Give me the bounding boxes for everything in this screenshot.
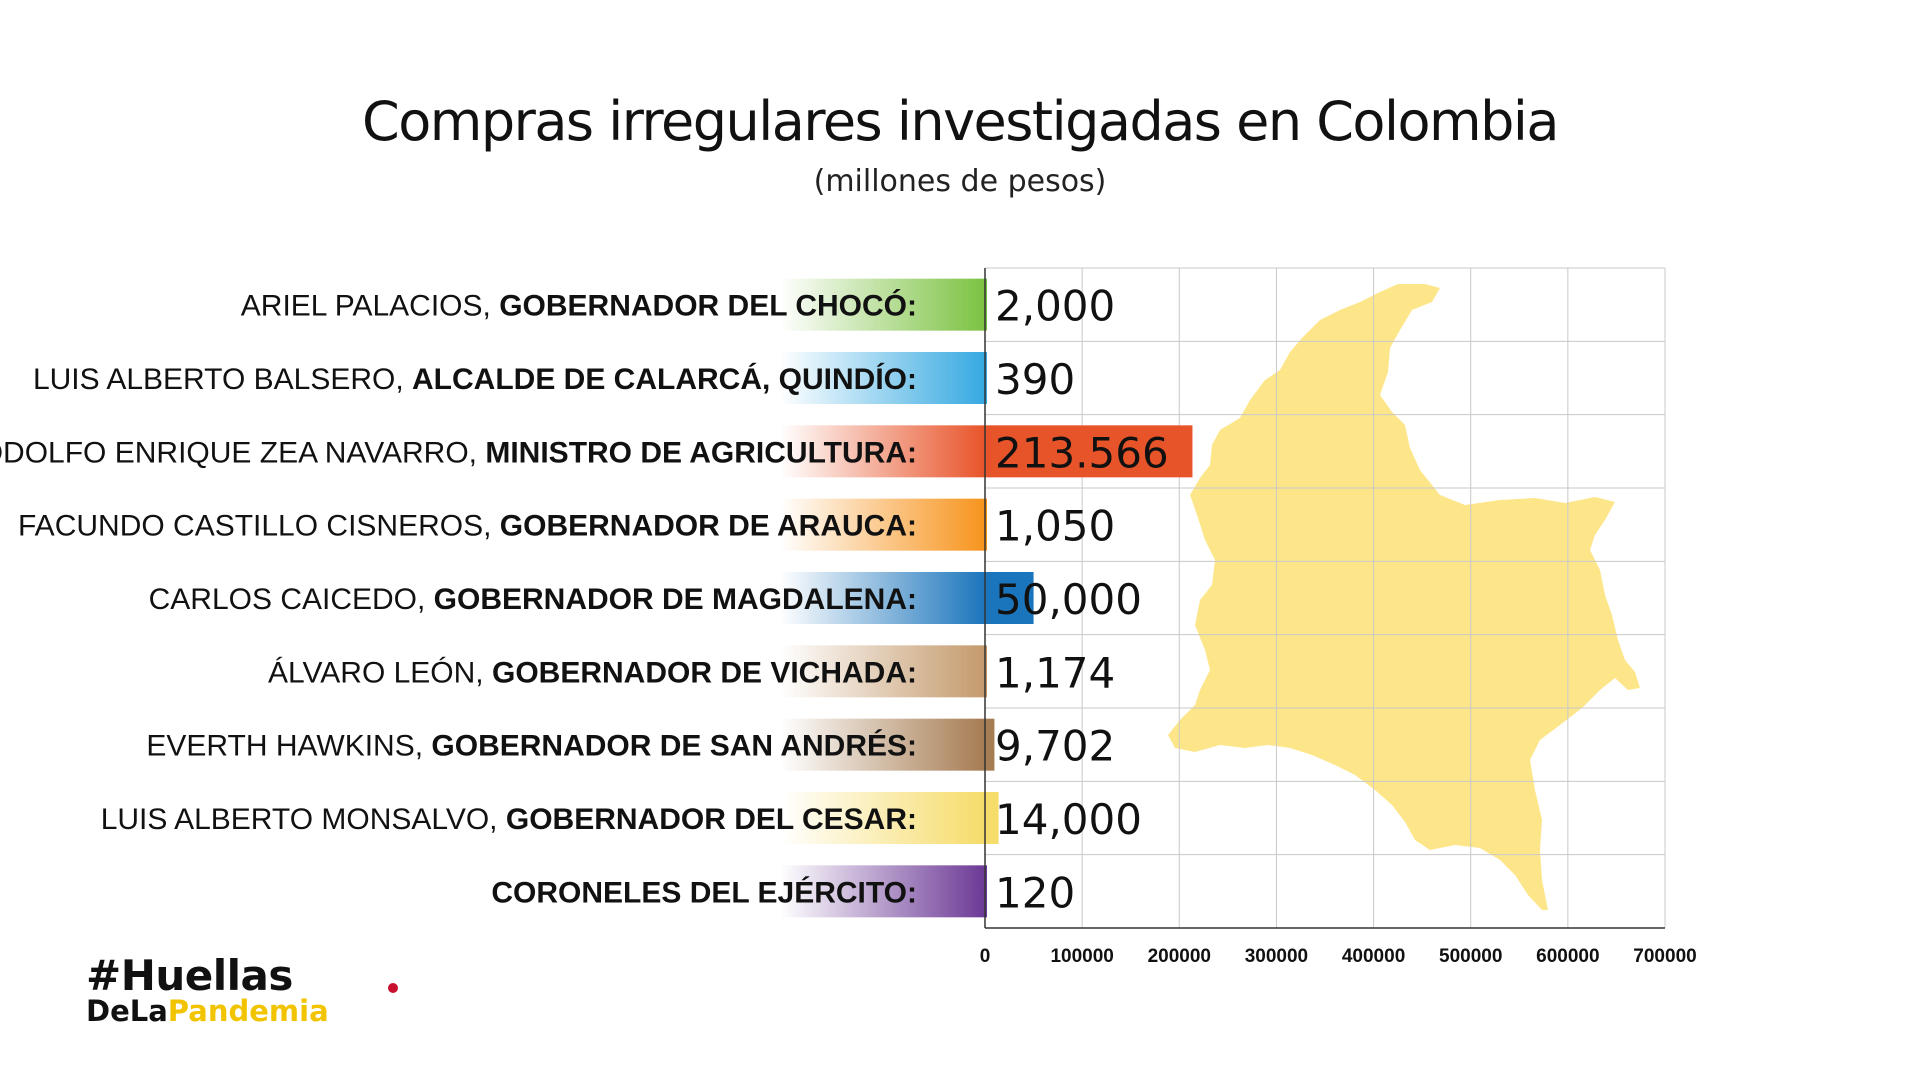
data-label: 120 (995, 868, 1075, 917)
data-label: 213.566 (995, 428, 1169, 477)
category-label: RODOLFO ENRIQUE ZEA NAVARRO, MINISTRO DE… (0, 436, 917, 469)
bar (985, 645, 987, 698)
category-labels: ARIEL PALACIOS, GOBERNADOR DEL CHOCÓ: LUI… (0, 289, 917, 910)
bar (985, 425, 1193, 478)
category-label: CARLOS CAICEDO, GOBERNADOR DE MAGDALENA: (149, 583, 917, 616)
brand-dela: DeLa (86, 994, 168, 1028)
category-role: GOBERNADOR DE VICHADA: (492, 656, 917, 689)
label-highlight (780, 352, 985, 404)
x-tick-label: 0 (980, 946, 991, 967)
x-tick-label: 200000 (1148, 946, 1211, 967)
bar (985, 572, 1034, 624)
data-label: 2,000 (995, 282, 1115, 331)
bar (985, 352, 987, 404)
brand-subline: DeLaPandemia (86, 997, 329, 1026)
brand-logo: #Huellas DeLaPandemia (86, 951, 398, 1026)
category-role: GOBERNADOR DEL CESAR: (506, 803, 917, 836)
category-role: GOBERNADOR DE ARAUCA: (500, 510, 917, 543)
data-label: 390 (995, 355, 1075, 404)
category-person: ARIEL PALACIOS, (241, 290, 499, 323)
label-highlight (780, 498, 985, 551)
category-person: LUIS ALBERTO MONSALVO, (101, 803, 506, 836)
data-label: 1,050 (995, 502, 1115, 551)
bar (985, 278, 987, 331)
bars (780, 278, 1193, 918)
category-label: ÁLVARO LEÓN, GOBERNADOR DE VICHADA: (268, 656, 917, 689)
brand-pandemia: Pandemia (167, 994, 329, 1028)
category-person: FACUNDO CASTILLO CISNEROS, (18, 510, 500, 543)
data-label: 50,000 (995, 575, 1142, 624)
category-role: CORONELES DEL EJÉRCITO: (491, 875, 917, 909)
x-tick-label: 300000 (1245, 946, 1308, 967)
category-label: CORONELES DEL EJÉRCITO: (491, 875, 917, 909)
category-role: ALCALDE DE CALARCÁ, QUINDÍO: (412, 362, 917, 396)
x-tick-label: 100000 (1050, 946, 1113, 967)
data-label: 9,702 (995, 722, 1115, 771)
x-tick-label: 700000 (1633, 946, 1696, 967)
data-label: 1,174 (995, 648, 1115, 697)
category-person: ÁLVARO LEÓN, (268, 656, 492, 689)
category-role: MINISTRO DE AGRICULTURA: (485, 436, 917, 469)
bar (985, 865, 987, 918)
label-highlight (780, 278, 985, 331)
category-label: ARIEL PALACIOS, GOBERNADOR DEL CHOCÓ: (241, 289, 917, 323)
label-highlight (780, 792, 985, 844)
category-person: EVERTH HAWKINS, (146, 730, 431, 763)
colombia-map (1168, 284, 1640, 910)
label-highlight (780, 865, 985, 918)
bar (985, 718, 995, 771)
category-label: LUIS ALBERTO BALSERO, ALCALDE DE CALARCÁ… (33, 362, 917, 396)
label-highlight (780, 645, 985, 698)
x-tick-label: 400000 (1342, 946, 1405, 967)
category-person: LUIS ALBERTO BALSERO, (33, 363, 412, 396)
brand-hashtag: #Huellas (86, 951, 293, 1000)
x-tick-label: 600000 (1536, 946, 1599, 967)
chart-title: Compras irregulares investigadas en Colo… (362, 90, 1559, 153)
label-highlight (780, 718, 985, 771)
category-person: CARLOS CAICEDO, (149, 583, 434, 616)
category-role: GOBERNADOR DE MAGDALENA: (434, 583, 917, 616)
label-highlight (780, 572, 985, 624)
category-person: RODOLFO ENRIQUE ZEA NAVARRO, (0, 436, 485, 469)
value-labels: 2,000 390 213.566 1,050 50,000 1,174 9,702 14,0… (995, 282, 1169, 918)
category-role: GOBERNADOR DE SAN ANDRÉS: (431, 729, 917, 763)
x-tick-label: 500000 (1439, 946, 1502, 967)
virus-icon (388, 983, 398, 993)
category-label: EVERTH HAWKINS, GOBERNADOR DE SAN ANDRÉS… (146, 729, 917, 763)
bar (985, 498, 987, 551)
bar (985, 792, 999, 844)
chart-subtitle: (millones de pesos) (813, 164, 1107, 199)
label-highlight (780, 425, 985, 478)
data-label: 14,000 (995, 795, 1142, 844)
x-axis-ticks: 0 100000 200000 300000 400000 500000 600000 700… (980, 946, 1697, 967)
category-label: FACUNDO CASTILLO CISNEROS, GOBERNADOR DE… (18, 510, 917, 543)
category-role: GOBERNADOR DEL CHOCÓ: (499, 289, 917, 323)
category-label: LUIS ALBERTO MONSALVO, GOBERNADOR DEL CE… (101, 803, 917, 836)
